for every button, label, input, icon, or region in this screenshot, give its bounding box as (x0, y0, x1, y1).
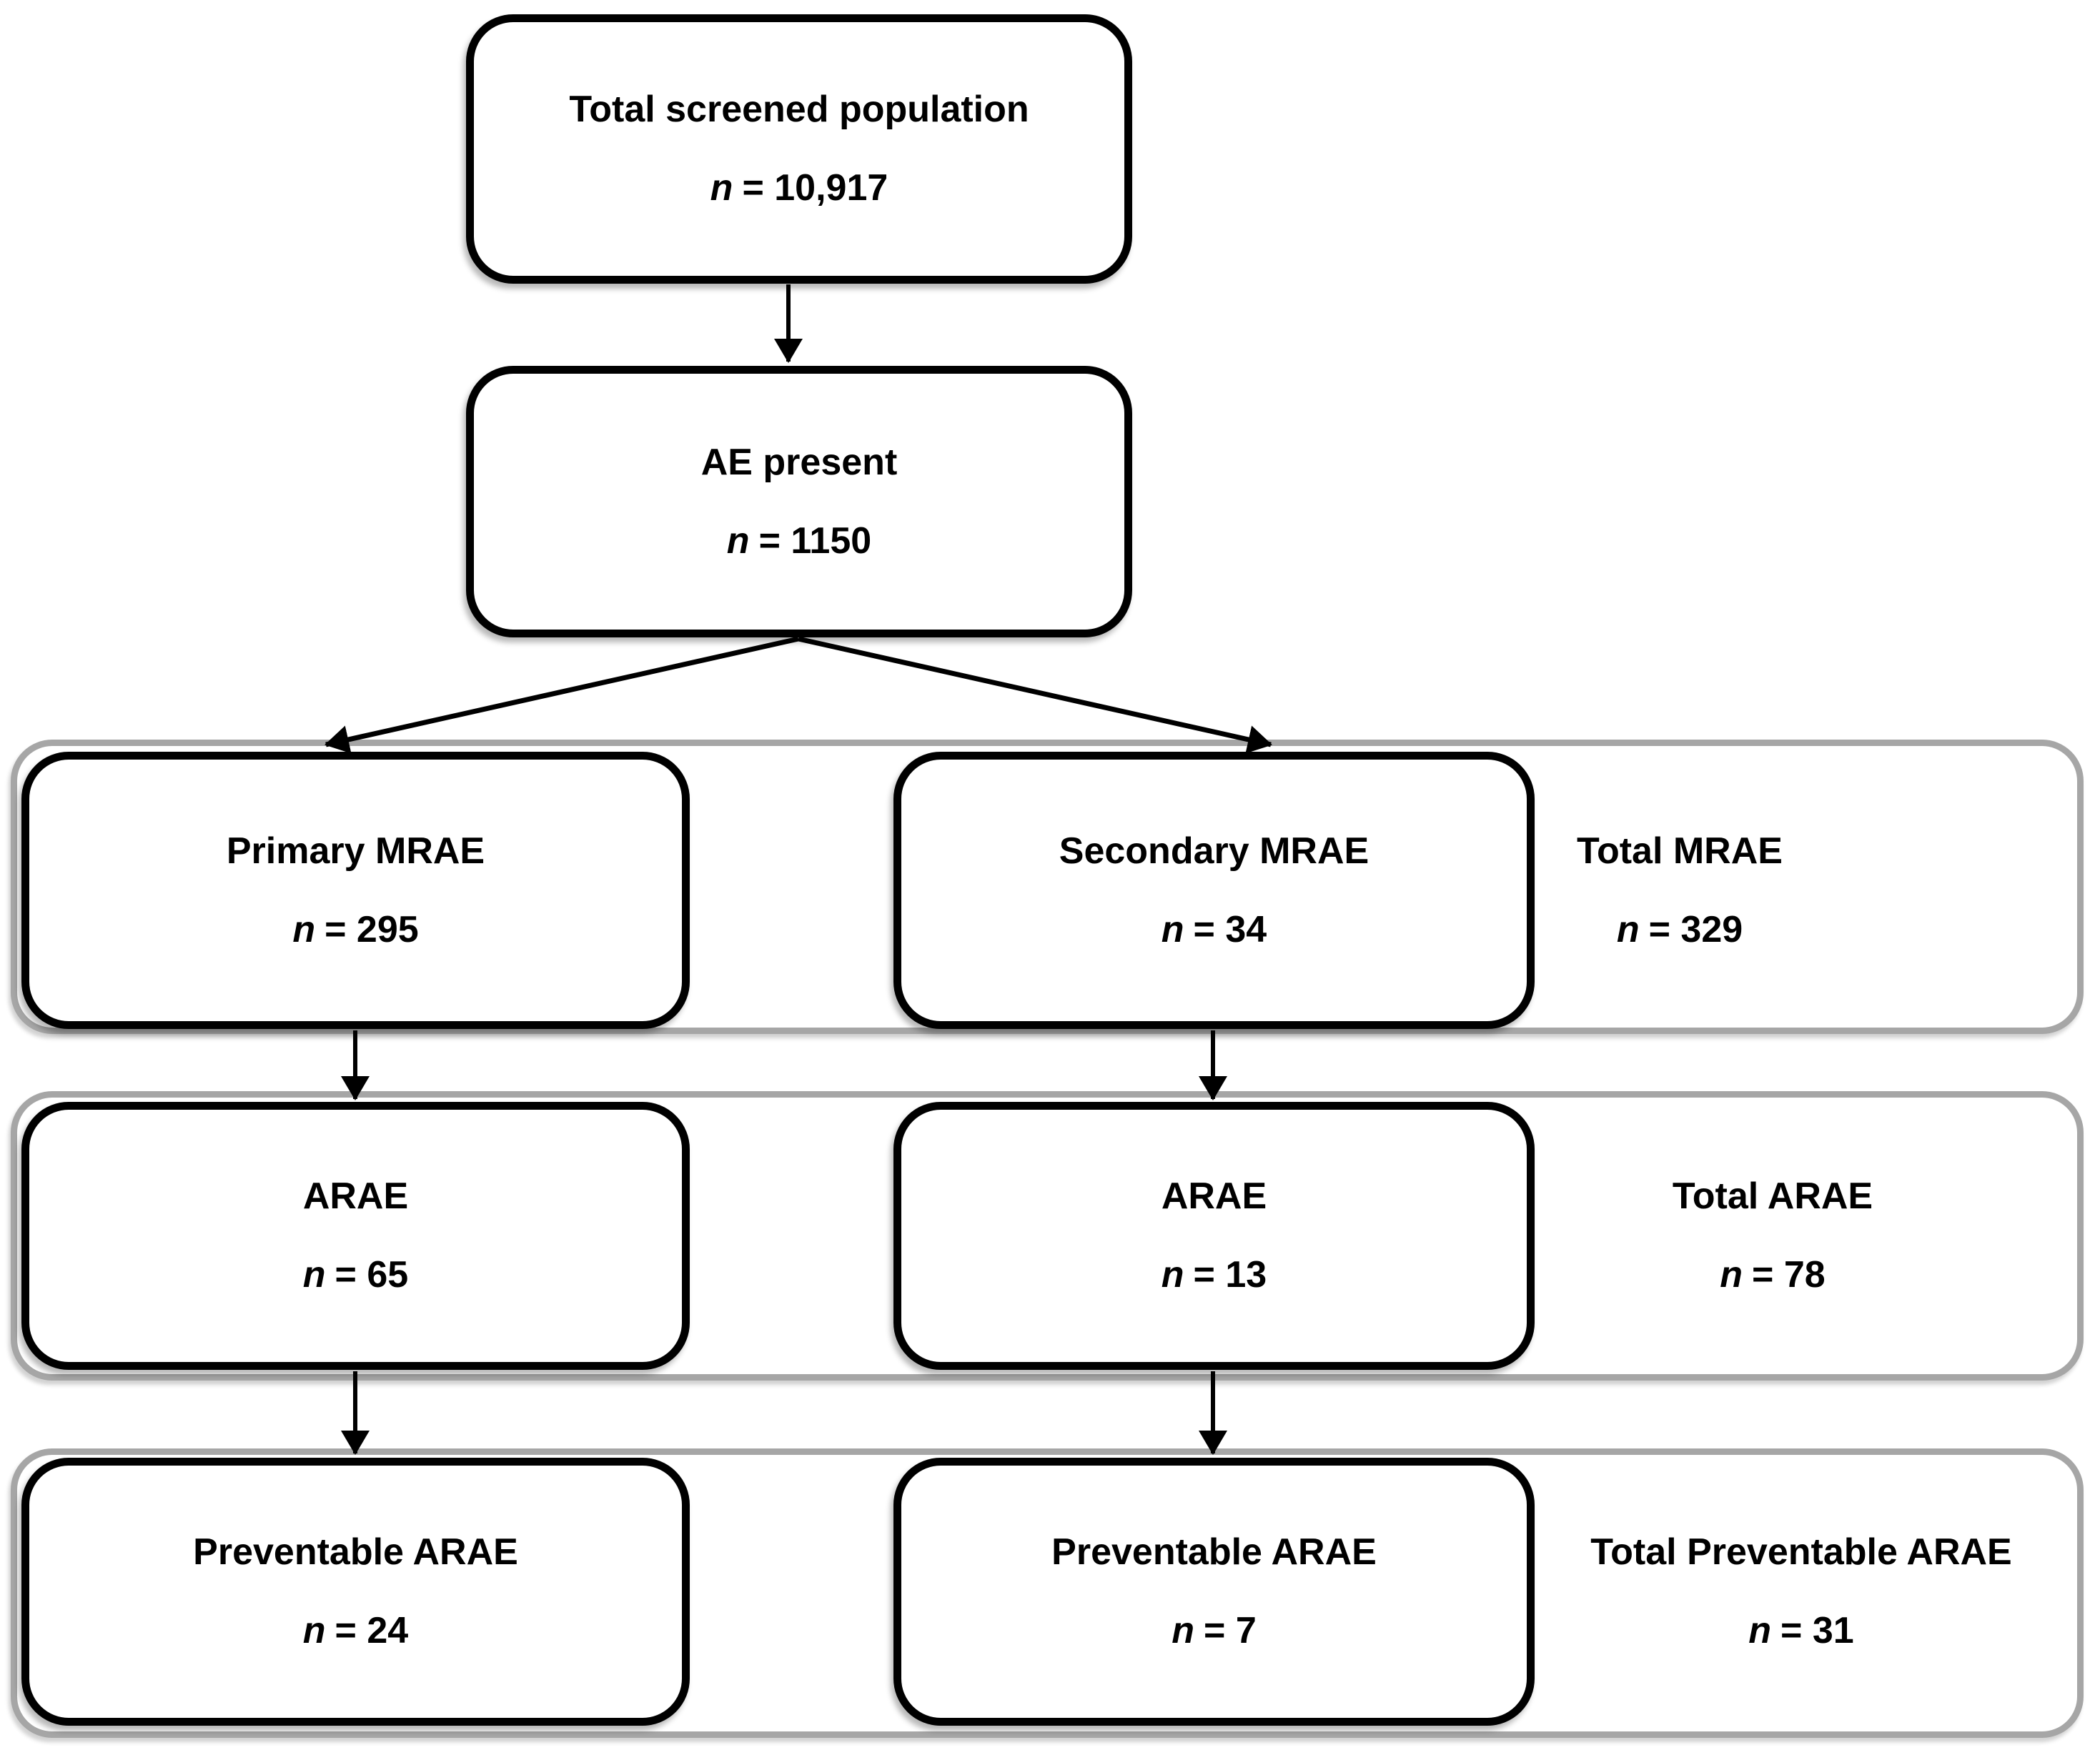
node-ae-present: AE present n = 1150 (466, 366, 1132, 637)
n-symbol: n (1616, 908, 1640, 950)
n-symbol: n (1172, 1610, 1195, 1651)
node-count: n = 7 (1172, 1611, 1257, 1651)
node-label: Preventable ARAE (1051, 1531, 1377, 1573)
n-value: = 31 (1780, 1610, 1854, 1651)
node-count: n = 78 (1720, 1256, 1825, 1295)
node-label: Total ARAE (1672, 1175, 1873, 1218)
n-value: = 34 (1193, 908, 1267, 950)
n-value: = 24 (335, 1610, 409, 1651)
n-symbol: n (1161, 1254, 1184, 1296)
node-count: n = 13 (1162, 1256, 1267, 1295)
node-count: n = 1150 (726, 519, 872, 562)
node-primary-arae: ARAE n = 65 (21, 1102, 690, 1370)
n-value: = 65 (335, 1254, 409, 1296)
node-count: n = 34 (1162, 910, 1267, 950)
n-symbol: n (292, 908, 316, 950)
n-symbol: n (302, 1254, 326, 1296)
arrow-ae-to-primary-mrae (325, 636, 799, 754)
node-count: n = 329 (1617, 910, 1743, 950)
node-total-preventable-arae: Total Preventable ARAE n = 31 (1537, 1458, 2066, 1726)
node-total-mrae: Total MRAE n = 329 (1537, 752, 1823, 1029)
node-label: Total MRAE (1577, 830, 1783, 872)
node-label: Total screened population (569, 89, 1029, 131)
node-total-arae: Total ARAE n = 78 (1537, 1102, 2009, 1370)
node-primary-mrae: Primary MRAE n = 295 (21, 752, 690, 1029)
node-label: Secondary MRAE (1059, 830, 1370, 872)
node-secondary-arae: ARAE n = 13 (893, 1102, 1535, 1370)
n-symbol: n (1161, 908, 1184, 950)
node-count: n = 295 (292, 910, 418, 950)
n-symbol: n (302, 1610, 326, 1651)
n-symbol: n (1748, 1610, 1772, 1651)
node-label: Total Preventable ARAE (1590, 1531, 2012, 1573)
node-secondary-preventable-arae: Preventable ARAE n = 7 (893, 1458, 1535, 1726)
node-label: AE present (700, 441, 898, 483)
n-value: = 1150 (758, 519, 872, 562)
node-count: n = 10,917 (710, 169, 888, 208)
n-value: = 7 (1204, 1610, 1257, 1651)
node-label: ARAE (1161, 1175, 1267, 1218)
n-value: = 329 (1648, 908, 1743, 950)
node-count: n = 24 (303, 1611, 408, 1651)
n-value: = 78 (1752, 1254, 1826, 1296)
node-total-screened-population: Total screened population n = 10,917 (466, 14, 1132, 284)
node-primary-preventable-arae: Preventable ARAE n = 24 (21, 1458, 690, 1726)
n-symbol: n (710, 167, 733, 209)
node-secondary-mrae: Secondary MRAE n = 34 (893, 752, 1535, 1029)
node-label: Preventable ARAE (193, 1531, 518, 1573)
node-label: ARAE (302, 1175, 409, 1218)
node-count: n = 31 (1748, 1611, 1853, 1651)
node-label: Primary MRAE (226, 830, 485, 872)
n-value: = 10,917 (742, 167, 888, 209)
n-value: = 295 (325, 908, 419, 950)
arrow-ae-to-secondary-mrae (798, 636, 1272, 754)
n-symbol: n (1720, 1254, 1743, 1296)
n-value: = 13 (1193, 1254, 1267, 1296)
node-count: n = 65 (303, 1256, 408, 1295)
n-symbol: n (726, 519, 750, 562)
